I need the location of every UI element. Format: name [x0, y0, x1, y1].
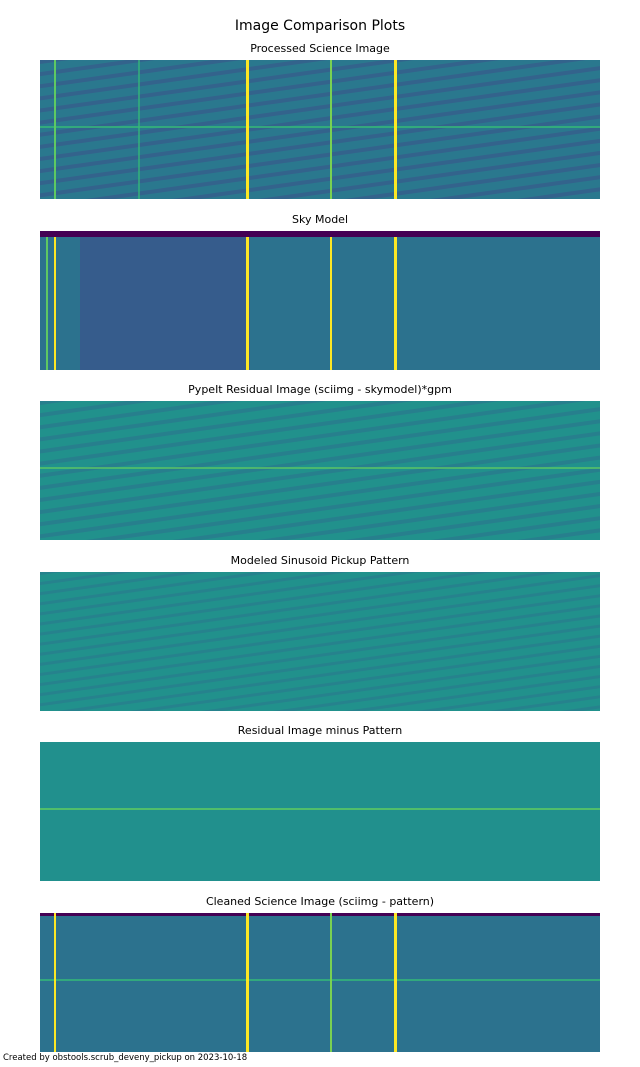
panel-title-science: Processed Science Image [250, 42, 390, 55]
residual-minus-pattern-heatmap [40, 742, 600, 881]
figure-title: Image Comparison Plots [234, 18, 406, 34]
panel-pickup-pattern [40, 572, 600, 711]
panel-residual-image [40, 401, 600, 540]
panel-sky-model [40, 231, 600, 370]
panel-title-residual-minus: Residual Image minus Pattern [237, 724, 403, 737]
pickup-pattern-heatmap [40, 572, 600, 711]
panel-title-sky-model: Sky Model [292, 213, 348, 226]
science-image-heatmap [40, 60, 600, 199]
footer-credit: Created by obstools.scrub_deveny_pickup … [3, 1053, 248, 1063]
panel-title-cleaned: Cleaned Science Image (sciimg - pattern) [205, 895, 435, 908]
panel-cleaned-science [40, 913, 600, 1052]
panel-residual-minus-pattern [40, 742, 600, 881]
residual-image-heatmap [40, 401, 600, 540]
sky-model-heatmap [40, 231, 600, 370]
panel-science-image [40, 60, 600, 199]
panel-title-residual: PypeIt Residual Image (sciimg - skymodel… [188, 383, 452, 396]
panel-title-pattern: Modeled Sinusoid Pickup Pattern [230, 554, 410, 567]
cleaned-science-heatmap [40, 913, 600, 1052]
